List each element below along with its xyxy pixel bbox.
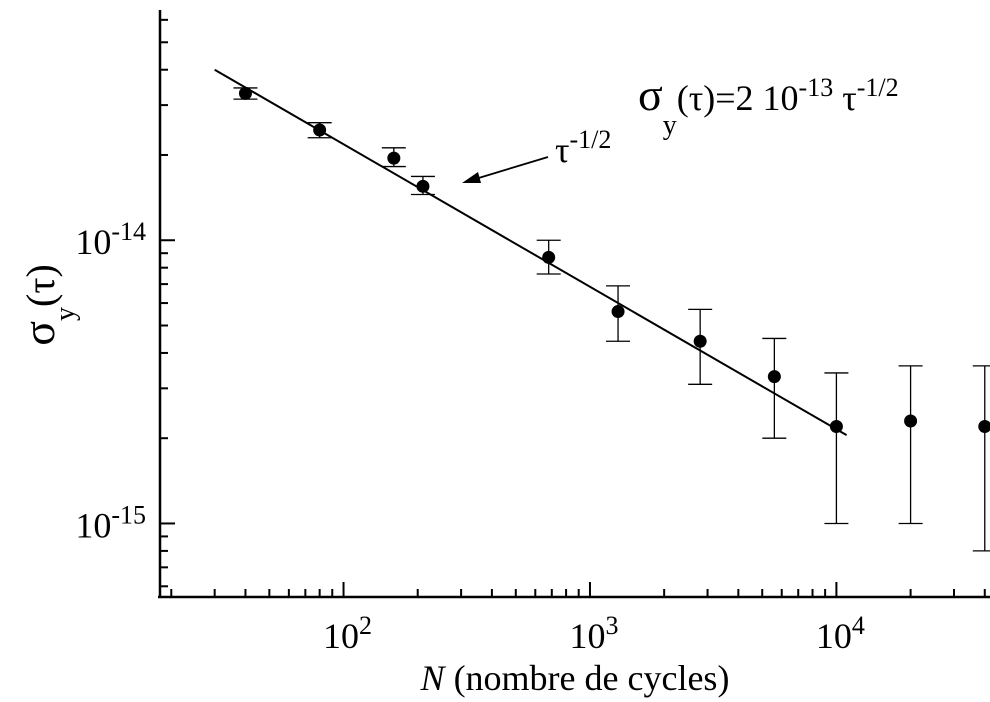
error-bar	[972, 365, 990, 552]
y-axis-label-sub: y	[50, 307, 81, 321]
error-bar	[898, 365, 923, 525]
formula-sub: y	[663, 110, 677, 141]
slope-symbol: τ	[555, 130, 569, 170]
data-point	[416, 179, 430, 193]
data-point	[542, 250, 556, 264]
y-tick-base: 10	[75, 505, 111, 545]
slope-exponent: -1/2	[569, 125, 611, 154]
y-axis-label-base: σ	[13, 321, 64, 346]
x-tick-exponent: 4	[852, 611, 865, 640]
x-tick-base: 10	[816, 616, 852, 656]
x-tick-label: 102	[323, 611, 372, 656]
data-point	[387, 151, 401, 165]
data-point	[904, 414, 918, 428]
x-tick-label: 104	[816, 611, 865, 656]
x-axis-label: N (nombre de cycles)	[420, 658, 730, 698]
data-point	[611, 305, 625, 319]
data-point	[767, 370, 781, 384]
formula-tau: τ	[833, 78, 856, 118]
data-points	[238, 86, 990, 433]
error-bar	[824, 372, 849, 525]
y-tick-label: 10-14	[75, 217, 146, 262]
data-point	[693, 334, 707, 348]
x-tick-labels: 102 103 104	[323, 611, 865, 656]
fit-line	[214, 68, 848, 437]
y-tick-exponent: -14	[111, 217, 146, 246]
x-tick-label: 103	[569, 611, 618, 656]
x-tick-base: 10	[323, 616, 359, 656]
data-point	[978, 419, 990, 433]
x-tick-exponent: 3	[605, 611, 618, 640]
x-tick-base: 10	[569, 616, 605, 656]
x-axis-label-rest: (nombre de cycles)	[445, 658, 730, 698]
formula-exp2: -1/2	[857, 73, 899, 102]
y-tick-exponent: -15	[111, 500, 146, 529]
error-bar	[762, 337, 787, 439]
slope-arrow	[462, 156, 549, 183]
y-tick-base: 10	[75, 222, 111, 262]
data-point	[313, 123, 327, 137]
error-bars	[233, 87, 990, 552]
slope-annotation: τ-1/2	[555, 125, 611, 170]
x-ticks	[170, 582, 986, 597]
y-tick-label: 10-15	[75, 500, 146, 545]
data-point	[829, 419, 843, 433]
formula-annotation: σy(τ)=2 10-13 τ-1/2	[638, 69, 899, 141]
y-axis-label-rest: (τ)	[18, 264, 63, 307]
formula-sigma: σ	[638, 69, 663, 120]
x-tick-exponent: 2	[359, 611, 372, 640]
formula-main: (τ)=2 10	[677, 78, 799, 118]
data-point	[238, 86, 252, 100]
x-axis-label-italic: N	[420, 658, 447, 698]
formula-exp1: -13	[799, 73, 834, 102]
y-ticks	[160, 18, 175, 588]
y-axis-label: σy(τ)	[13, 264, 81, 346]
